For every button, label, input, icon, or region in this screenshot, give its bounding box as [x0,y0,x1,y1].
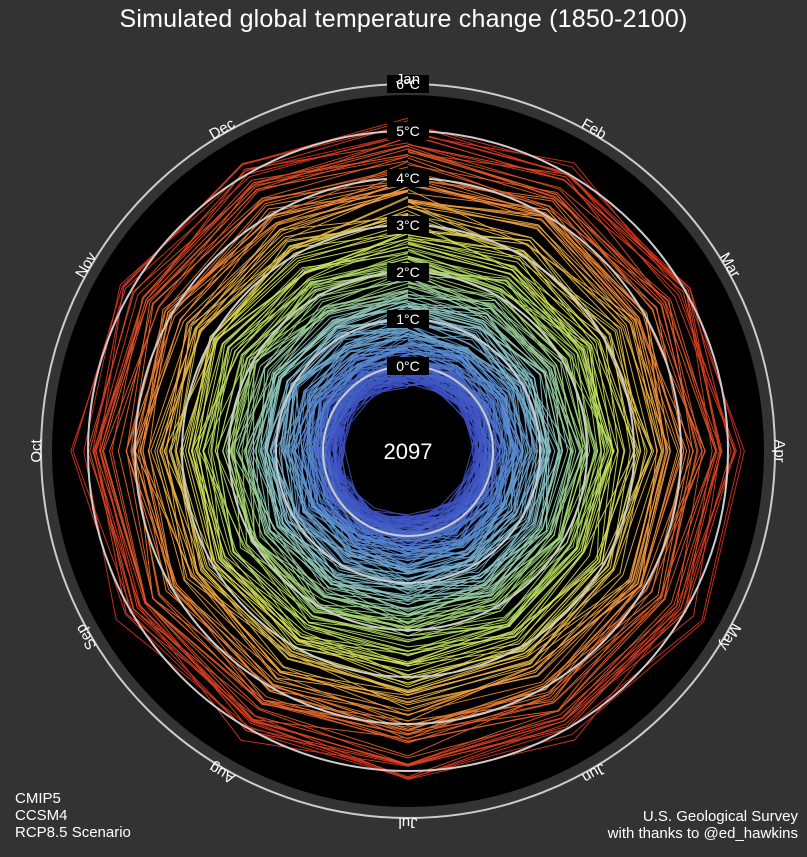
month-label-jan: Jan [396,71,420,88]
spiral-year-line [83,123,745,779]
ring-label-bg [387,122,429,140]
month-label-may: May [715,620,744,653]
ring-label-4c: 4°C [396,170,420,186]
spiral-year-line [70,130,742,780]
spiral-year-line [130,157,694,743]
spiral-year-line [190,246,602,652]
spiral-year-line [161,191,671,704]
spiral-year-line [166,186,664,706]
spiral-year-line [243,293,581,611]
spiral-year-line [194,230,614,663]
spiral-year-line [191,241,619,666]
spiral-year-line [317,359,488,526]
ring-label-bg [387,357,429,375]
spiral-year-line [225,269,572,623]
month-label-oct: Oct [28,439,45,463]
footer-line-usgs: U.S. Geological Survey [642,808,798,825]
ring-label-bg [387,216,429,234]
spiral-year-line [102,148,717,739]
ring-label-bg [387,169,429,187]
spiral-year-line [264,296,561,591]
spiral-year-line [230,258,587,643]
ring-label-1c: 1°C [396,311,420,327]
spiral-year-line [140,183,671,712]
month-label-jul: Jul [398,814,417,831]
spiral-year-line [211,240,606,648]
month-label-sep: Sep [72,621,100,653]
ring-label-5c: 5°C [396,123,420,139]
footer-line-cmip5: CMIP5 [15,790,61,807]
spiral-year-line [303,338,510,555]
footer-line-scenario: RCP8.5 Scenario [15,824,131,841]
ring-label-0c: 0°C [396,358,420,374]
month-label-jun: Jun [579,759,608,786]
month-label-apr: Apr [771,439,788,462]
spiral-year-line [250,285,550,613]
month-label-feb: Feb [578,115,609,143]
footer-line-ccsm4: CCSM4 [15,807,68,824]
spiral-year-line [307,351,506,554]
spiral-year-line [322,351,498,541]
footer-line-thanks: with thanks to @ed_hawkins [607,825,798,842]
spiral-year-line [203,261,615,657]
spiral-year-line [126,154,706,732]
spiral-year-line [264,293,550,590]
spiral-year-line [111,145,718,759]
spiral-year-line [134,161,691,726]
spiral-year-line [313,357,504,534]
spiral-year-line [125,171,681,735]
spiral-year-line [285,323,533,582]
temperature-rings: 0°C 1°C 2°C 3°C 4°C 5°C 6°C [40,75,776,819]
spiral-year-line [230,275,573,610]
spiral-year-line [231,255,596,624]
spiral-year-line [265,299,552,598]
ring-label-3c: 3°C [396,217,420,233]
spiral-year-line [216,250,598,641]
current-year-label: 2097 [384,439,433,464]
month-label-aug: Aug [206,759,238,787]
spiral-year-line [308,334,510,548]
ring-label-6c: 6°C [396,76,420,92]
spiral-year-line [117,150,703,744]
footer-model-info: CMIP5 CCSM4 RCP8.5 Scenario [15,790,131,841]
spiral-year-line [109,144,699,742]
spiral-year-line [170,212,655,703]
spiral-year-line [237,277,588,616]
spiral-year-line [284,319,531,579]
chart-title: Simulated global temperature change (185… [119,5,688,33]
spiral-year-line [175,214,635,686]
spiral-year-line [101,155,698,757]
spiral-year-line [214,258,595,629]
spiral-year-line [159,190,659,700]
spiral-year-line [202,249,612,637]
month-label-mar: Mar [716,250,744,281]
ring-label-2c: 2°C [396,264,420,280]
spiral-year-line [254,289,547,605]
spiral-year-line [154,206,662,694]
footer-credits: U.S. Geological Survey with thanks to @e… [608,808,798,842]
ring-label-bg [387,310,429,328]
spiral-year-line [190,238,636,677]
spiral-lines [70,117,745,780]
spiral-year-line [150,185,668,696]
month-label-nov: Nov [72,249,100,281]
spiral-year-line [273,315,531,570]
spiral-year-line [292,336,527,559]
spiral-year-line [134,178,679,722]
spiral-year-line [247,295,582,602]
spiral-year-line [170,215,640,688]
month-label-dec: Dec [206,115,238,143]
spiral-year-line [202,233,614,655]
spiral-year-line [298,327,517,568]
spiral-year-line [72,117,735,780]
spiral-year-line [92,124,737,767]
ring-label-bg [387,75,429,93]
ring-label-bg [387,263,429,281]
spiral-year-line [159,205,646,691]
spiral-year-line [207,255,602,656]
